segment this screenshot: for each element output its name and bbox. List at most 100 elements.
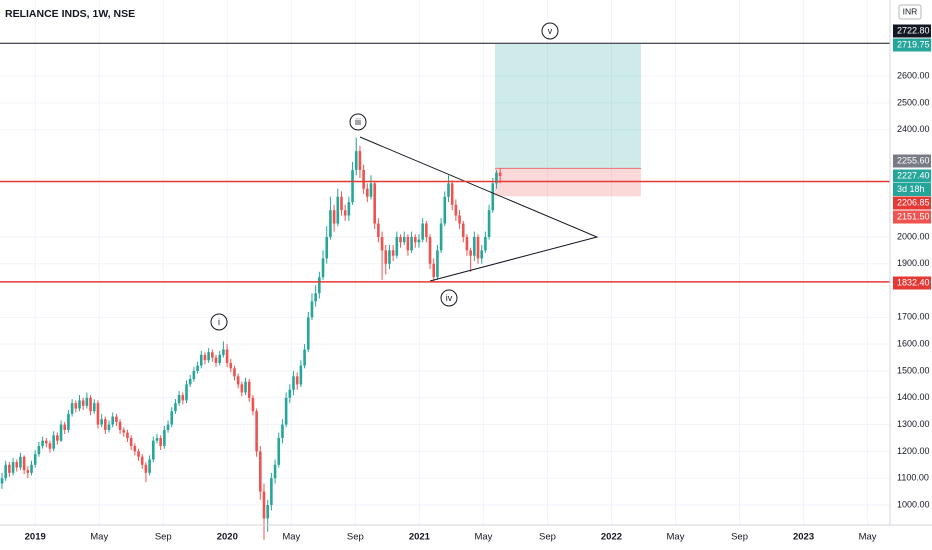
candle-body xyxy=(159,437,162,447)
x-tick-label: 2021 xyxy=(409,532,431,543)
x-tick-label: May xyxy=(90,532,108,543)
candle-body xyxy=(432,263,436,278)
candle-body xyxy=(358,151,362,170)
candle-body xyxy=(188,379,192,385)
candle-body xyxy=(340,196,343,211)
candle-body xyxy=(436,250,439,278)
candle-body xyxy=(450,183,454,205)
candle-body xyxy=(480,250,483,259)
candle-body xyxy=(273,464,277,479)
x-tick-label: 2023 xyxy=(793,532,814,543)
candle-body xyxy=(251,397,255,412)
x-tick-label: Sep xyxy=(347,532,364,543)
candle-body xyxy=(354,151,358,170)
candle-body xyxy=(8,464,11,473)
candle-body xyxy=(321,258,325,278)
wave-circle xyxy=(541,22,559,40)
candle-body xyxy=(402,236,406,243)
candle-body xyxy=(233,368,236,377)
candle-body xyxy=(41,440,44,447)
candle-body xyxy=(399,236,402,243)
candle-body xyxy=(33,454,37,465)
level-tag-bg xyxy=(893,24,931,38)
candle-body xyxy=(170,411,174,425)
last-price-tag: 2227.40 xyxy=(897,170,930,180)
candle-body xyxy=(498,172,502,176)
candle-body xyxy=(484,236,487,251)
candle-body xyxy=(281,424,284,438)
candle-body xyxy=(222,349,225,355)
candle-body xyxy=(52,435,55,449)
candle-body xyxy=(133,446,137,452)
last-price-tag-bg xyxy=(893,169,931,183)
levels xyxy=(0,42,890,283)
y-tick-label: 1300.00 xyxy=(897,419,930,429)
candle-body xyxy=(166,424,170,430)
x-tick-label: May xyxy=(474,532,492,543)
level-tag-bg xyxy=(893,276,931,290)
candle-body xyxy=(199,354,203,366)
stop-zone xyxy=(495,168,641,197)
candle-body xyxy=(410,236,413,251)
candle-body xyxy=(395,236,399,256)
candle-body xyxy=(214,357,218,363)
candle-body xyxy=(48,443,52,449)
candle-body xyxy=(203,354,207,361)
candle-body xyxy=(11,462,15,473)
candle-body xyxy=(192,370,196,380)
grid xyxy=(0,0,890,525)
candle-body xyxy=(177,395,181,404)
candle-body xyxy=(96,403,100,425)
candle-body xyxy=(63,424,67,430)
candle-body xyxy=(74,403,78,409)
candle-body xyxy=(207,352,210,361)
candle-body xyxy=(4,464,7,479)
candle-body xyxy=(144,464,148,473)
candle-body xyxy=(85,397,89,406)
candle-body xyxy=(111,416,114,425)
candle-body xyxy=(303,349,306,366)
candle-body xyxy=(362,169,365,189)
candle-body xyxy=(458,215,461,224)
candle-body xyxy=(155,437,159,441)
candle-body xyxy=(329,210,332,237)
candle-body xyxy=(421,223,424,240)
candle-body xyxy=(369,183,373,197)
chart-title: RELIANCE INDS, 1W, NSE xyxy=(5,8,135,20)
y-tick-label: 1000.00 xyxy=(897,499,930,509)
candle-body xyxy=(332,210,336,224)
candle-body xyxy=(81,400,85,406)
candle-body xyxy=(461,223,465,237)
candle-body xyxy=(343,210,347,216)
candle-body xyxy=(284,397,288,425)
candle-body xyxy=(236,376,240,385)
y-tick-label: 2500.00 xyxy=(897,97,930,107)
candle-body xyxy=(469,250,472,256)
entry-tag-bg xyxy=(893,154,931,168)
candle-body xyxy=(115,416,118,422)
candle-body xyxy=(373,183,376,224)
candle-body xyxy=(413,236,417,243)
y-tick-label: 1500.00 xyxy=(897,365,930,375)
candle-body xyxy=(262,491,266,519)
candle-body xyxy=(310,301,314,318)
candle-body xyxy=(174,403,177,412)
y-tick-label: 2600.00 xyxy=(897,70,930,80)
candle-body xyxy=(240,384,244,393)
candle-body xyxy=(487,210,491,237)
candle-body xyxy=(295,376,299,385)
y-tick-label: 1100.00 xyxy=(897,473,929,483)
candle-body xyxy=(100,419,103,425)
candle-body xyxy=(70,403,74,414)
currency-box[interactable] xyxy=(898,4,922,20)
target-tag: 2719.75 xyxy=(897,39,930,49)
candle-body xyxy=(439,223,443,251)
candle-body xyxy=(306,317,310,350)
candle-body xyxy=(388,250,391,264)
currency[interactable]: INR xyxy=(903,6,918,16)
candle-body xyxy=(351,169,354,203)
candle-body xyxy=(299,365,303,385)
countdown-bg xyxy=(893,183,931,196)
y-tick-label: 1900.00 xyxy=(897,258,930,268)
